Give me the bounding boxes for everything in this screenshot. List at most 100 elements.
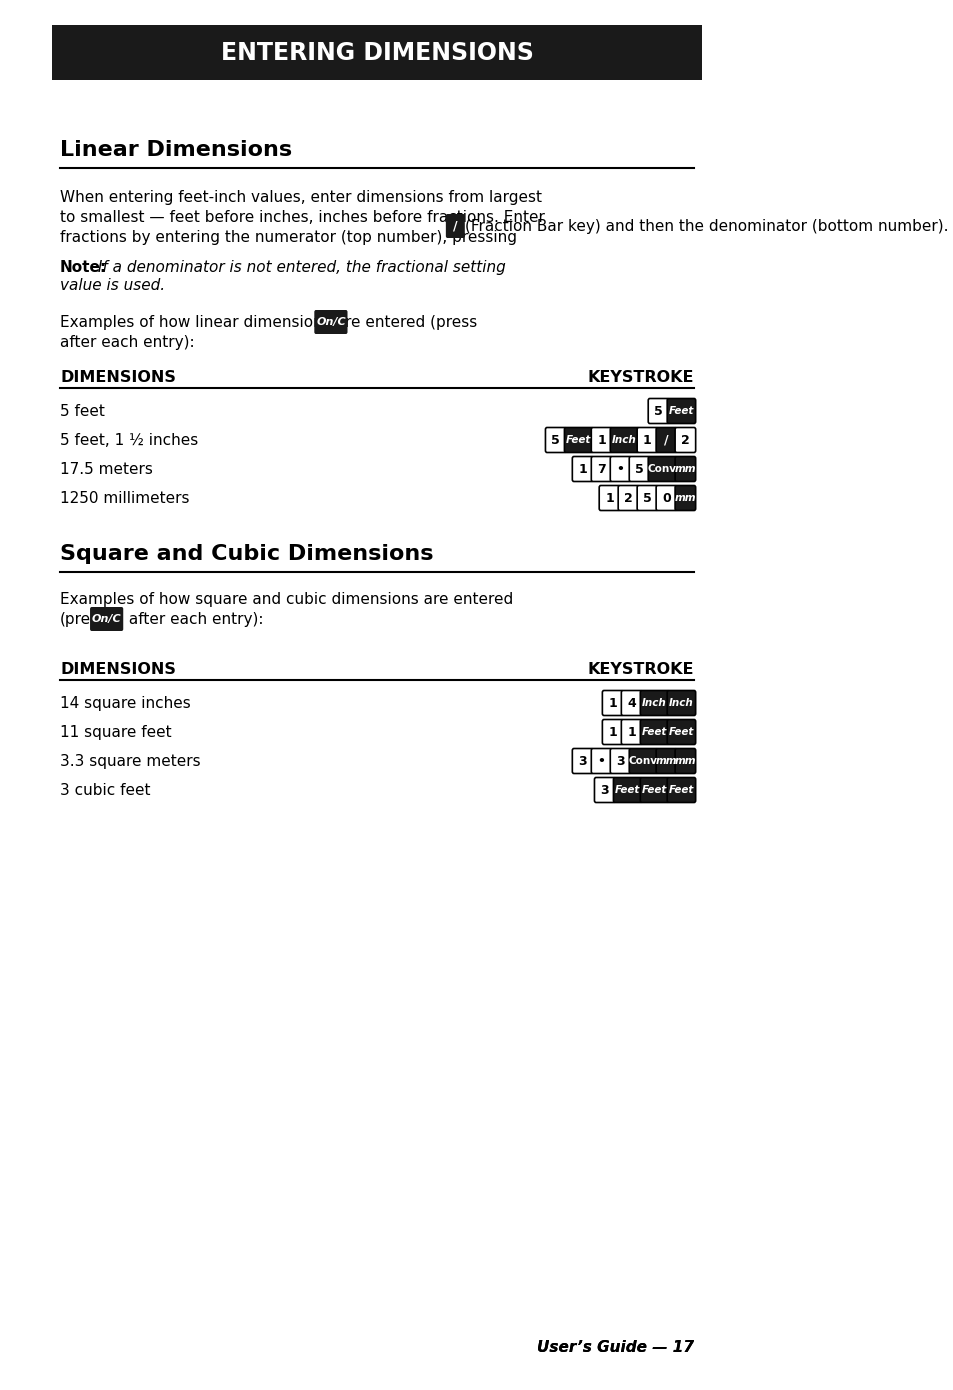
FancyBboxPatch shape	[629, 748, 657, 773]
Text: 3: 3	[616, 755, 624, 767]
FancyBboxPatch shape	[90, 607, 123, 631]
FancyBboxPatch shape	[564, 428, 592, 453]
Text: after each entry):: after each entry):	[60, 335, 194, 350]
Text: Feet: Feet	[615, 785, 639, 795]
Text: User’s Guide — 17: User’s Guide — 17	[537, 1340, 694, 1355]
FancyBboxPatch shape	[666, 691, 695, 716]
Text: 1: 1	[642, 434, 651, 446]
Text: ENTERING DIMENSIONS: ENTERING DIMENSIONS	[220, 40, 533, 64]
Text: DIMENSIONS: DIMENSIONS	[60, 370, 175, 385]
FancyBboxPatch shape	[572, 456, 592, 481]
FancyBboxPatch shape	[620, 720, 641, 745]
Text: Feet: Feet	[668, 406, 694, 416]
Text: (Fraction Bar key) and then the denominator (bottom number).: (Fraction Bar key) and then the denomina…	[464, 218, 947, 234]
Text: 5: 5	[654, 404, 662, 417]
Text: 5: 5	[551, 434, 559, 446]
FancyBboxPatch shape	[613, 777, 641, 802]
FancyBboxPatch shape	[591, 428, 611, 453]
Text: KEYSTROKE: KEYSTROKE	[587, 370, 694, 385]
Text: after each entry):: after each entry):	[124, 612, 263, 627]
FancyBboxPatch shape	[639, 777, 668, 802]
Text: 14 square inches: 14 square inches	[60, 695, 191, 710]
Text: 1250 millimeters: 1250 millimeters	[60, 491, 190, 506]
Text: If a denominator is not entered, the fractional setting: If a denominator is not entered, the fra…	[93, 260, 505, 275]
FancyBboxPatch shape	[610, 456, 630, 481]
Text: 2: 2	[623, 492, 632, 505]
Text: 0: 0	[661, 492, 670, 505]
FancyBboxPatch shape	[637, 485, 657, 510]
Text: Inch: Inch	[668, 698, 693, 708]
FancyBboxPatch shape	[666, 777, 695, 802]
FancyBboxPatch shape	[620, 691, 641, 716]
FancyBboxPatch shape	[618, 485, 639, 510]
Text: 17.5 meters: 17.5 meters	[60, 461, 152, 477]
FancyBboxPatch shape	[629, 456, 649, 481]
Text: 1: 1	[608, 726, 617, 738]
Text: value is used.: value is used.	[60, 278, 165, 293]
FancyBboxPatch shape	[591, 748, 611, 773]
FancyBboxPatch shape	[639, 720, 668, 745]
FancyBboxPatch shape	[647, 399, 668, 424]
Text: /: /	[663, 434, 668, 446]
Text: Linear Dimensions: Linear Dimensions	[60, 140, 292, 160]
FancyBboxPatch shape	[610, 428, 639, 453]
FancyBboxPatch shape	[675, 456, 695, 481]
FancyBboxPatch shape	[52, 25, 701, 81]
FancyBboxPatch shape	[656, 748, 676, 773]
Text: Feet: Feet	[565, 435, 591, 445]
Text: Examples of how square and cubic dimensions are entered: Examples of how square and cubic dimensi…	[60, 592, 513, 607]
Text: 7: 7	[597, 463, 605, 475]
Text: Square and Cubic Dimensions: Square and Cubic Dimensions	[60, 543, 433, 564]
FancyBboxPatch shape	[666, 720, 695, 745]
Text: Feet: Feet	[641, 785, 666, 795]
Text: Conv: Conv	[628, 756, 658, 766]
FancyBboxPatch shape	[598, 485, 619, 510]
Text: 11 square feet: 11 square feet	[60, 724, 172, 739]
Text: Inch: Inch	[612, 435, 637, 445]
Text: User’s Guide — 17: User’s Guide — 17	[537, 1340, 694, 1355]
FancyBboxPatch shape	[647, 456, 676, 481]
Text: Feet: Feet	[668, 727, 694, 737]
FancyBboxPatch shape	[601, 691, 622, 716]
Text: Feet: Feet	[641, 727, 666, 737]
Text: 1: 1	[604, 492, 613, 505]
Text: 5 feet: 5 feet	[60, 403, 105, 418]
Text: 3: 3	[599, 784, 608, 796]
FancyBboxPatch shape	[594, 777, 615, 802]
Text: On/C: On/C	[315, 317, 345, 327]
Text: Feet: Feet	[668, 785, 694, 795]
Text: 4: 4	[626, 696, 636, 709]
FancyBboxPatch shape	[675, 748, 695, 773]
Text: •: •	[597, 755, 605, 767]
FancyBboxPatch shape	[314, 310, 347, 334]
Text: 1: 1	[608, 696, 617, 709]
Text: /: /	[453, 220, 457, 232]
Text: On/C: On/C	[91, 614, 121, 624]
Text: mm: mm	[674, 493, 696, 503]
Text: Note:: Note:	[60, 260, 107, 275]
FancyBboxPatch shape	[675, 428, 695, 453]
Text: mm: mm	[655, 756, 677, 766]
FancyBboxPatch shape	[445, 214, 464, 238]
Text: mm: mm	[674, 464, 696, 474]
Text: 5: 5	[635, 463, 643, 475]
FancyBboxPatch shape	[610, 748, 630, 773]
Text: 1: 1	[597, 434, 605, 446]
FancyBboxPatch shape	[675, 485, 695, 510]
Text: •: •	[616, 463, 624, 475]
FancyBboxPatch shape	[591, 456, 611, 481]
Text: When entering feet-inch values, enter dimensions from largest
to smallest — feet: When entering feet-inch values, enter di…	[60, 190, 544, 245]
FancyBboxPatch shape	[545, 428, 565, 453]
Text: Examples of how linear dimensions are entered (press: Examples of how linear dimensions are en…	[60, 316, 476, 329]
Text: 5: 5	[642, 492, 651, 505]
Text: 3 cubic feet: 3 cubic feet	[60, 783, 151, 798]
Text: mm: mm	[674, 756, 696, 766]
Text: 2: 2	[680, 434, 689, 446]
Text: (press: (press	[60, 612, 107, 627]
Text: 1: 1	[626, 726, 636, 738]
Text: 1: 1	[578, 463, 586, 475]
FancyBboxPatch shape	[656, 428, 676, 453]
FancyBboxPatch shape	[666, 399, 695, 424]
FancyBboxPatch shape	[601, 720, 622, 745]
Text: KEYSTROKE: KEYSTROKE	[587, 662, 694, 677]
